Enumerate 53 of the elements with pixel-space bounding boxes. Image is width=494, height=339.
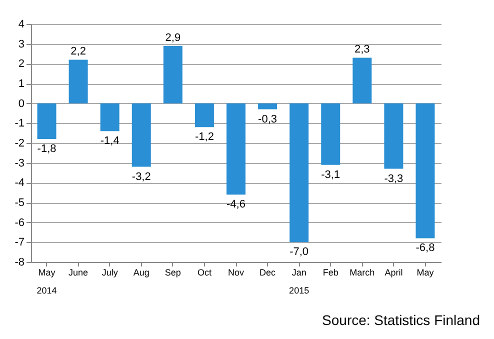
x-tick-label: July xyxy=(102,268,118,278)
bar xyxy=(37,103,56,140)
y-tick-label: 3 xyxy=(18,38,24,50)
data-label: 2,2 xyxy=(70,46,86,58)
x-tick-label: May xyxy=(416,268,434,278)
x-tick-label: March xyxy=(350,268,375,278)
data-label: 2,9 xyxy=(165,32,181,44)
y-tick-label: 0 xyxy=(18,98,24,110)
y-tick-label: -2 xyxy=(14,138,24,150)
data-label: -3,2 xyxy=(132,170,151,183)
x-tick-label: Dec xyxy=(260,268,276,278)
x-tick-label: April xyxy=(384,268,403,278)
data-label: 2,3 xyxy=(354,44,370,56)
data-label: -1,4 xyxy=(100,135,120,148)
y-tick-label: -7 xyxy=(14,236,24,249)
bar xyxy=(163,46,182,104)
bar xyxy=(132,103,151,167)
x-tick-label: May 2014 xyxy=(36,268,57,296)
x-tick-label: Jan 2015 xyxy=(289,268,310,296)
data-label: -3,3 xyxy=(384,172,404,185)
x-tick-label: Sep xyxy=(164,268,181,278)
y-tick-label: 4 xyxy=(18,18,24,30)
bar xyxy=(416,103,435,238)
data-label: -0,3 xyxy=(258,113,278,126)
x-tick-label: Feb xyxy=(322,268,338,278)
bar xyxy=(384,103,404,169)
bar xyxy=(321,103,340,165)
data-label: -6,8 xyxy=(416,242,435,254)
y-tick-label: -6 xyxy=(14,216,24,229)
y-tick-label: 2 xyxy=(18,58,24,70)
bar xyxy=(68,60,88,104)
source-note: Source: Statistics Finland xyxy=(321,312,480,328)
x-tick-label: Aug xyxy=(133,268,150,278)
data-label: -1,2 xyxy=(194,131,214,144)
x-tick-label: Oct xyxy=(197,268,212,278)
bar xyxy=(194,103,214,128)
bar xyxy=(100,103,120,132)
bar xyxy=(352,58,372,104)
y-tick-label: -8 xyxy=(14,256,24,268)
bar xyxy=(258,103,278,110)
data-label: -1,8 xyxy=(37,143,56,156)
data-label: -7,0 xyxy=(290,246,309,258)
data-label: -4,6 xyxy=(226,198,246,211)
x-tick-label: June xyxy=(68,268,88,278)
y-tick-label: -5 xyxy=(14,197,24,209)
bar xyxy=(226,103,246,195)
y-tick-label: 1 xyxy=(18,78,24,90)
x-tick-label: Nov xyxy=(228,268,244,278)
bar xyxy=(290,103,309,242)
y-tick-label: -1 xyxy=(14,118,24,130)
y-tick-label: -4 xyxy=(14,177,24,190)
data-label: -3,1 xyxy=(321,168,340,181)
y-tick-label: -3 xyxy=(14,157,24,170)
